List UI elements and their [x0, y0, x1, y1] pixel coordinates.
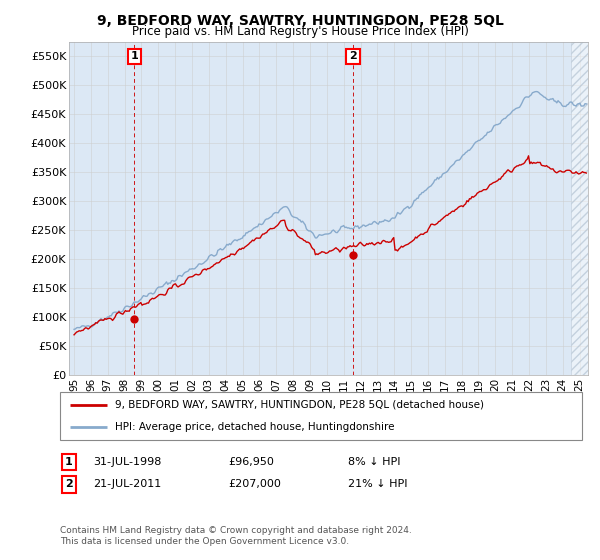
Text: Contains HM Land Registry data © Crown copyright and database right 2024.
This d: Contains HM Land Registry data © Crown c…	[60, 526, 412, 546]
Text: 8% ↓ HPI: 8% ↓ HPI	[348, 457, 401, 467]
Text: 9, BEDFORD WAY, SAWTRY, HUNTINGDON, PE28 5QL: 9, BEDFORD WAY, SAWTRY, HUNTINGDON, PE28…	[97, 14, 503, 28]
FancyBboxPatch shape	[60, 392, 582, 440]
Text: 2: 2	[65, 479, 73, 489]
Text: HPI: Average price, detached house, Huntingdonshire: HPI: Average price, detached house, Hunt…	[115, 422, 394, 432]
Bar	[571, 42, 588, 375]
Text: 1: 1	[65, 457, 73, 467]
Text: 21-JUL-2011: 21-JUL-2011	[93, 479, 161, 489]
Bar	[571, 42, 588, 375]
Text: £207,000: £207,000	[228, 479, 281, 489]
Text: 31-JUL-1998: 31-JUL-1998	[93, 457, 161, 467]
Text: 21% ↓ HPI: 21% ↓ HPI	[348, 479, 407, 489]
Text: 2: 2	[349, 52, 357, 62]
Text: 9, BEDFORD WAY, SAWTRY, HUNTINGDON, PE28 5QL (detached house): 9, BEDFORD WAY, SAWTRY, HUNTINGDON, PE28…	[115, 400, 484, 410]
Text: 1: 1	[131, 52, 138, 62]
Text: £96,950: £96,950	[228, 457, 274, 467]
Text: Price paid vs. HM Land Registry's House Price Index (HPI): Price paid vs. HM Land Registry's House …	[131, 25, 469, 38]
